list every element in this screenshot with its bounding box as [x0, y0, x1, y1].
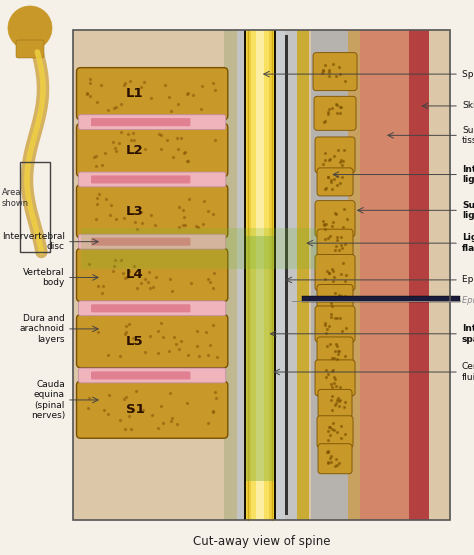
FancyBboxPatch shape	[91, 304, 191, 312]
FancyBboxPatch shape	[79, 115, 226, 129]
FancyBboxPatch shape	[16, 40, 44, 58]
FancyBboxPatch shape	[315, 201, 355, 236]
Bar	[81, 229, 317, 269]
Bar	[73, 30, 450, 520]
FancyBboxPatch shape	[317, 229, 353, 257]
Bar	[20, 162, 50, 252]
Bar	[285, 35, 288, 515]
FancyBboxPatch shape	[76, 381, 228, 438]
FancyBboxPatch shape	[76, 124, 228, 176]
Bar	[302, 295, 460, 301]
Bar	[237, 30, 297, 520]
FancyBboxPatch shape	[76, 185, 228, 238]
Bar	[245, 35, 248, 515]
FancyBboxPatch shape	[317, 168, 353, 196]
Text: Epidural spinal needle: Epidural spinal needle	[462, 296, 474, 305]
FancyBboxPatch shape	[317, 285, 353, 312]
Text: Intrathecal
space: Intrathecal space	[462, 324, 474, 344]
Bar	[73, 30, 450, 520]
Text: L2: L2	[126, 144, 144, 157]
Text: Spinal cord: Spinal cord	[462, 69, 474, 79]
FancyBboxPatch shape	[76, 68, 228, 120]
FancyBboxPatch shape	[79, 368, 226, 383]
Text: Epidural space: Epidural space	[462, 275, 474, 284]
FancyBboxPatch shape	[313, 53, 357, 90]
FancyBboxPatch shape	[315, 255, 355, 291]
Text: Cut-away view of spine: Cut-away view of spine	[193, 536, 330, 548]
Bar	[359, 30, 409, 520]
Circle shape	[8, 6, 52, 50]
Text: Cerebrospinal
fluid: Cerebrospinal fluid	[462, 362, 474, 382]
Bar	[244, 30, 276, 520]
Bar	[224, 30, 237, 520]
FancyBboxPatch shape	[91, 371, 191, 380]
FancyBboxPatch shape	[318, 444, 352, 474]
FancyBboxPatch shape	[91, 238, 191, 246]
Bar	[348, 30, 359, 520]
FancyBboxPatch shape	[91, 118, 191, 126]
Text: L4: L4	[126, 269, 144, 281]
Text: Subcutaneous
tissue: Subcutaneous tissue	[462, 125, 474, 145]
Text: L5: L5	[126, 335, 144, 347]
Bar	[310, 30, 348, 520]
Text: Intervertebral
disc: Intervertebral disc	[2, 232, 65, 251]
FancyBboxPatch shape	[317, 416, 353, 448]
FancyBboxPatch shape	[91, 175, 191, 184]
Bar	[251, 30, 269, 520]
FancyBboxPatch shape	[76, 315, 228, 368]
FancyBboxPatch shape	[314, 97, 356, 130]
Bar	[256, 30, 264, 520]
FancyBboxPatch shape	[315, 306, 355, 342]
FancyBboxPatch shape	[315, 137, 355, 173]
Bar	[248, 30, 285, 520]
FancyBboxPatch shape	[318, 390, 352, 417]
FancyBboxPatch shape	[79, 301, 226, 316]
Text: Ligamentum
flavum: Ligamentum flavum	[462, 234, 474, 253]
FancyBboxPatch shape	[79, 172, 226, 187]
FancyBboxPatch shape	[76, 249, 228, 301]
Text: L1: L1	[126, 87, 144, 100]
Text: Supraspinous
ligament: Supraspinous ligament	[462, 200, 474, 220]
Text: Dura and
arachnoid
layers: Dura and arachnoid layers	[20, 314, 65, 344]
Bar	[297, 30, 310, 520]
Text: Skin: Skin	[462, 102, 474, 110]
Bar	[246, 236, 274, 481]
Text: Vertebral
body: Vertebral body	[23, 268, 65, 287]
FancyBboxPatch shape	[79, 234, 226, 249]
Text: Interspinous
ligament: Interspinous ligament	[462, 165, 474, 184]
Bar	[246, 30, 274, 520]
Text: S1: S1	[126, 403, 145, 416]
FancyBboxPatch shape	[317, 337, 353, 365]
Text: Cauda
equina
(spinal
nerves): Cauda equina (spinal nerves)	[31, 380, 65, 420]
FancyBboxPatch shape	[315, 360, 355, 396]
Text: Area
shown: Area shown	[2, 188, 29, 208]
Bar	[409, 30, 428, 520]
Text: L3: L3	[126, 205, 144, 218]
